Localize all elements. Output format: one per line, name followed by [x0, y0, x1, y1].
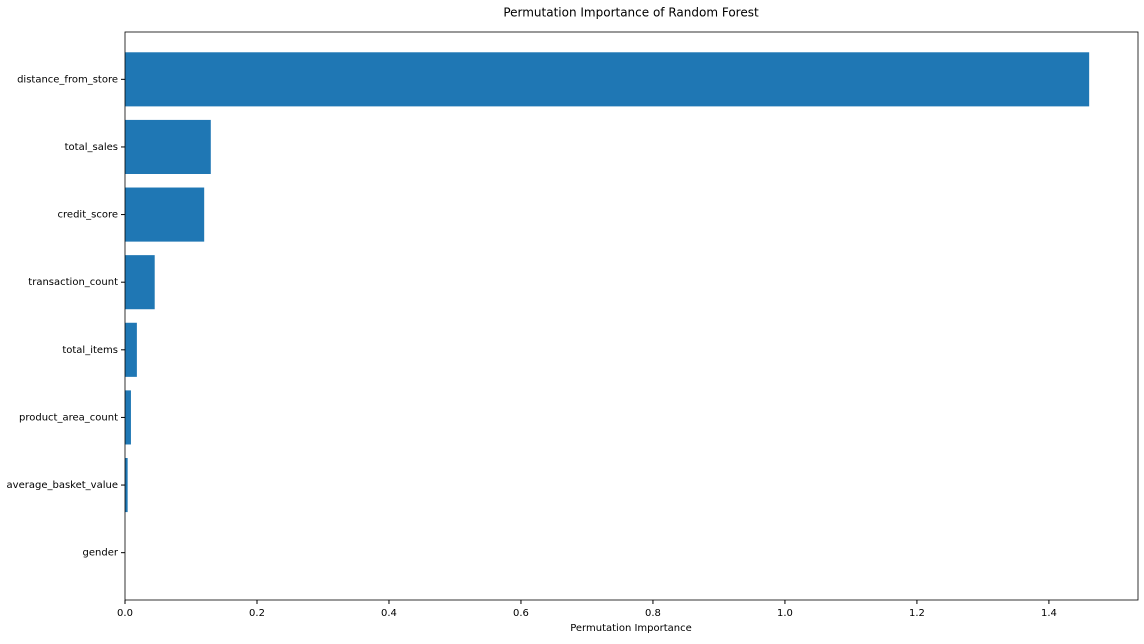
x-tick-label: 1.4 [1041, 608, 1057, 619]
x-tick-label: 0.4 [381, 608, 397, 619]
bar [125, 322, 137, 377]
bar [125, 52, 1090, 107]
x-tick-label: 1.2 [909, 608, 925, 619]
chart-title: Permutation Importance of Random Forest [503, 6, 759, 20]
y-tick-label: total_sales [65, 142, 118, 153]
y-tick-label: total_items [62, 345, 118, 356]
x-tick-label: 0.2 [249, 608, 265, 619]
y-tick-label: transaction_count [28, 277, 118, 288]
bar [125, 390, 131, 445]
y-tick-label: product_area_count [19, 412, 118, 423]
x-tick-label: 0.8 [645, 608, 661, 619]
x-tick-label: 0.6 [513, 608, 529, 619]
x-tick-label: 0.0 [117, 608, 133, 619]
plot-frame [124, 31, 1139, 601]
y-tick-label: average_basket_value [7, 480, 118, 491]
y-tick-label: credit_score [58, 210, 118, 221]
bar [125, 119, 211, 174]
bar [125, 255, 155, 310]
x-tick-label: 1.0 [777, 608, 793, 619]
bar [125, 187, 205, 242]
y-tick-label: distance_from_store [17, 74, 118, 85]
bar [125, 458, 128, 513]
y-tick-label: gender [83, 548, 119, 559]
x-axis-label: Permutation Importance [570, 623, 692, 634]
